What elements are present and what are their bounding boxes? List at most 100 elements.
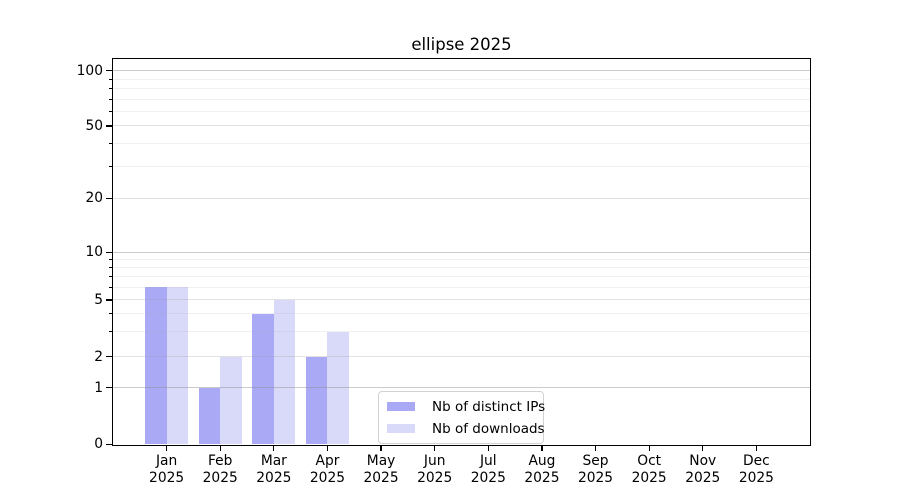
y-minor-tick-7: [108, 276, 112, 278]
y-tick-label-5: 5: [94, 291, 103, 308]
legend-swatch-1: [387, 423, 415, 434]
legend-label-0: Nb of distinct IPs: [432, 398, 546, 415]
legend-entry-downloads: Nb of downloads: [387, 419, 545, 438]
minor-gridline-80: [113, 88, 810, 90]
legend: Nb of distinct IPs Nb of downloads: [378, 391, 546, 444]
bar-nb-of-distinct-ips-apr: [306, 356, 328, 445]
bar-nb-of-distinct-ips-mar: [252, 313, 274, 445]
x-tick-may: [380, 446, 382, 451]
x-label-year: 2025: [363, 469, 399, 486]
x-tick-jan: [165, 446, 168, 451]
x-tick-oct: [648, 446, 650, 451]
x-label-month: May: [366, 453, 396, 469]
y-minor-tick-30: [108, 165, 112, 167]
bar-nb-of-downloads-feb: [220, 356, 242, 445]
x-label-month: Dec: [743, 453, 770, 469]
x-tick-sep: [594, 446, 597, 451]
y-tick-100: [105, 70, 112, 72]
x-label-year: 2025: [309, 469, 346, 486]
gridline-5: [113, 299, 810, 301]
bar-nb-of-downloads-jan: [166, 287, 189, 445]
x-tick-dec: [755, 446, 758, 451]
x-label-year: 2025: [470, 469, 506, 486]
y-minor-tick-9: [108, 258, 112, 260]
minor-gridline-8: [113, 267, 810, 269]
x-tick-label-apr: Apr 2025: [292, 453, 362, 486]
x-label-month: Apr: [315, 453, 340, 469]
y-minor-tick-40: [108, 143, 112, 145]
x-tick-label-sep: Sep 2025: [561, 453, 631, 486]
y-minor-tick-60: [108, 110, 112, 112]
y-minor-tick-3: [108, 331, 112, 333]
gridline-100: [113, 70, 810, 72]
x-tick-label-aug: Aug 2025: [507, 453, 577, 486]
chart-title: ellipse 2025: [411, 35, 512, 54]
y-tick-20: [105, 197, 112, 199]
x-label-year: 2025: [738, 469, 774, 486]
x-label-year: 2025: [149, 469, 185, 486]
minor-gridline-7: [113, 276, 810, 278]
legend-swatch-0: [387, 401, 415, 412]
x-tick-apr: [326, 446, 329, 451]
x-label-month: Jan: [155, 453, 178, 469]
gridline-50: [113, 125, 810, 127]
bar-nb-of-downloads-mar: [273, 299, 296, 445]
gridline-10: [113, 251, 810, 253]
y-tick-0: [105, 443, 112, 445]
minor-gridline-60: [113, 110, 810, 112]
x-tick-label-jul: Jul 2025: [453, 453, 523, 486]
minor-gridline-9: [113, 258, 810, 260]
x-label-year: 2025: [577, 469, 614, 486]
y-minor-tick-6: [108, 286, 112, 288]
x-tick-nov: [702, 446, 704, 451]
x-label-month: Sep: [582, 453, 609, 469]
x-tick-label-oct: Oct 2025: [614, 453, 684, 486]
x-label-month: Jun: [423, 453, 446, 469]
y-tick-5: [105, 299, 112, 301]
y-tick-label-2: 2: [94, 348, 103, 365]
y-minor-tick-90: [108, 78, 112, 80]
x-label-year: 2025: [524, 469, 560, 486]
bar-nb-of-downloads-apr: [327, 331, 349, 445]
x-label-month: Oct: [637, 453, 662, 469]
y-tick-50: [105, 125, 112, 127]
x-tick-label-feb: Feb 2025: [185, 453, 255, 486]
y-minor-tick-70: [108, 98, 112, 100]
minor-gridline-6: [113, 286, 810, 288]
bar-nb-of-distinct-ips-jan: [145, 287, 167, 445]
x-tick-label-nov: Nov 2025: [668, 453, 738, 486]
minor-gridline-40: [113, 143, 810, 145]
minor-gridline-30: [113, 165, 810, 167]
y-tick-2: [105, 356, 112, 358]
minor-gridline-3: [113, 331, 810, 333]
x-label-month: Mar: [260, 453, 287, 469]
y-tick-label-10: 10: [85, 244, 103, 261]
y-tick-label-1: 1: [94, 379, 103, 396]
x-label-year: 2025: [256, 469, 292, 486]
minor-gridline-4: [113, 313, 810, 315]
x-label-month: Aug: [528, 453, 556, 469]
y-tick-label-100: 100: [76, 62, 103, 79]
x-tick-mar: [273, 446, 275, 451]
x-label-year: 2025: [685, 469, 721, 486]
x-label-year: 2025: [631, 469, 667, 486]
x-tick-label-jan: Jan 2025: [132, 453, 202, 486]
y-tick-label-0: 0: [94, 436, 103, 453]
gridline-2: [113, 356, 810, 358]
x-label-month: Jul: [479, 453, 497, 469]
x-tick-label-mar: Mar 2025: [239, 453, 309, 486]
gridline-1: [113, 387, 810, 389]
x-tick-aug: [541, 446, 543, 451]
y-tick-label-50: 50: [85, 117, 103, 134]
minor-gridline-70: [113, 98, 810, 100]
x-tick-label-may: May 2025: [346, 453, 416, 486]
x-tick-label-jun: Jun 2025: [400, 453, 470, 486]
y-minor-tick-80: [108, 88, 112, 90]
x-tick-jul: [487, 446, 489, 451]
y-tick-1: [105, 387, 112, 389]
y-tick-label-20: 20: [85, 190, 103, 207]
x-tick-label-dec: Dec 2025: [721, 453, 791, 486]
minor-gridline-90: [113, 78, 810, 80]
legend-label-1: Nb of downloads: [432, 420, 545, 437]
